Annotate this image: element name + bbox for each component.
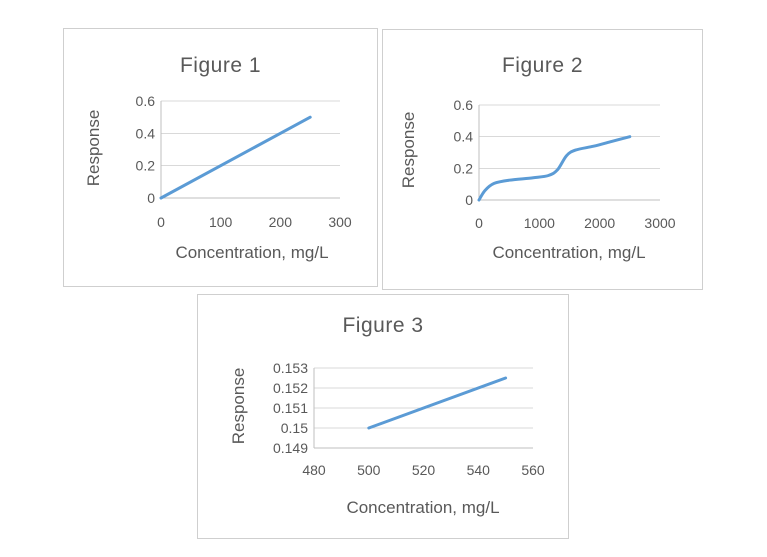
figure-3-chart: 0.149 0.15 0.151 0.152 0.153 480 500 520 540 560 C… — [229, 360, 545, 517]
svg-text:300: 300 — [328, 214, 352, 230]
svg-text:0.4: 0.4 — [136, 125, 156, 141]
figure-1-title: Figure 1 — [179, 54, 262, 77]
svg-text:100: 100 — [209, 214, 233, 230]
svg-text:0.4: 0.4 — [454, 129, 474, 145]
svg-text:Concentration, mg/L: Concentration, mg/L — [492, 243, 645, 262]
svg-text:200: 200 — [269, 214, 293, 230]
svg-text:560: 560 — [521, 462, 545, 478]
figure-1-panel: Figure 1 0 0.2 0.4 0.6 0 100 200 300 Concentrati… — [63, 28, 378, 287]
svg-text:2000: 2000 — [584, 215, 615, 231]
svg-text:0: 0 — [147, 190, 155, 206]
svg-text:0.2: 0.2 — [454, 160, 474, 176]
svg-text:0.6: 0.6 — [454, 97, 474, 113]
svg-text:Response: Response — [229, 368, 248, 445]
svg-text:480: 480 — [302, 462, 326, 478]
svg-text:0.6: 0.6 — [136, 93, 156, 109]
svg-text:Response: Response — [399, 112, 418, 189]
svg-text:1000: 1000 — [524, 215, 555, 231]
figure-3-title: Figure 3 — [342, 314, 424, 337]
svg-text:3000: 3000 — [644, 215, 675, 231]
svg-text:0.149: 0.149 — [273, 440, 308, 456]
svg-text:0.15: 0.15 — [281, 420, 308, 436]
svg-text:0.152: 0.152 — [273, 380, 308, 396]
svg-text:0.151: 0.151 — [273, 400, 308, 416]
figure-2-title: Figure 2 — [501, 54, 584, 77]
svg-text:500: 500 — [357, 462, 381, 478]
figure-2-chart: 0 0.2 0.4 0.6 0 1000 2000 3000 Concentration, mg… — [399, 97, 676, 262]
svg-text:Response: Response — [84, 110, 103, 187]
svg-text:0: 0 — [465, 192, 473, 208]
svg-text:0.2: 0.2 — [136, 158, 156, 174]
svg-text:Concentration, mg/L: Concentration, mg/L — [175, 243, 328, 262]
svg-text:0: 0 — [475, 215, 483, 231]
figure-2-panel: Figure 2 0 0.2 0.4 0.6 0 1000 2000 3000 Concentr… — [382, 29, 703, 290]
svg-text:520: 520 — [412, 462, 436, 478]
svg-text:Concentration, mg/L: Concentration, mg/L — [346, 498, 499, 517]
svg-text:540: 540 — [467, 462, 491, 478]
svg-text:0: 0 — [157, 214, 165, 230]
svg-text:0.153: 0.153 — [273, 360, 308, 376]
figure-3-panel: Figure 3 0.149 0.15 0.151 0.152 0.153 480 500 5… — [197, 294, 569, 539]
